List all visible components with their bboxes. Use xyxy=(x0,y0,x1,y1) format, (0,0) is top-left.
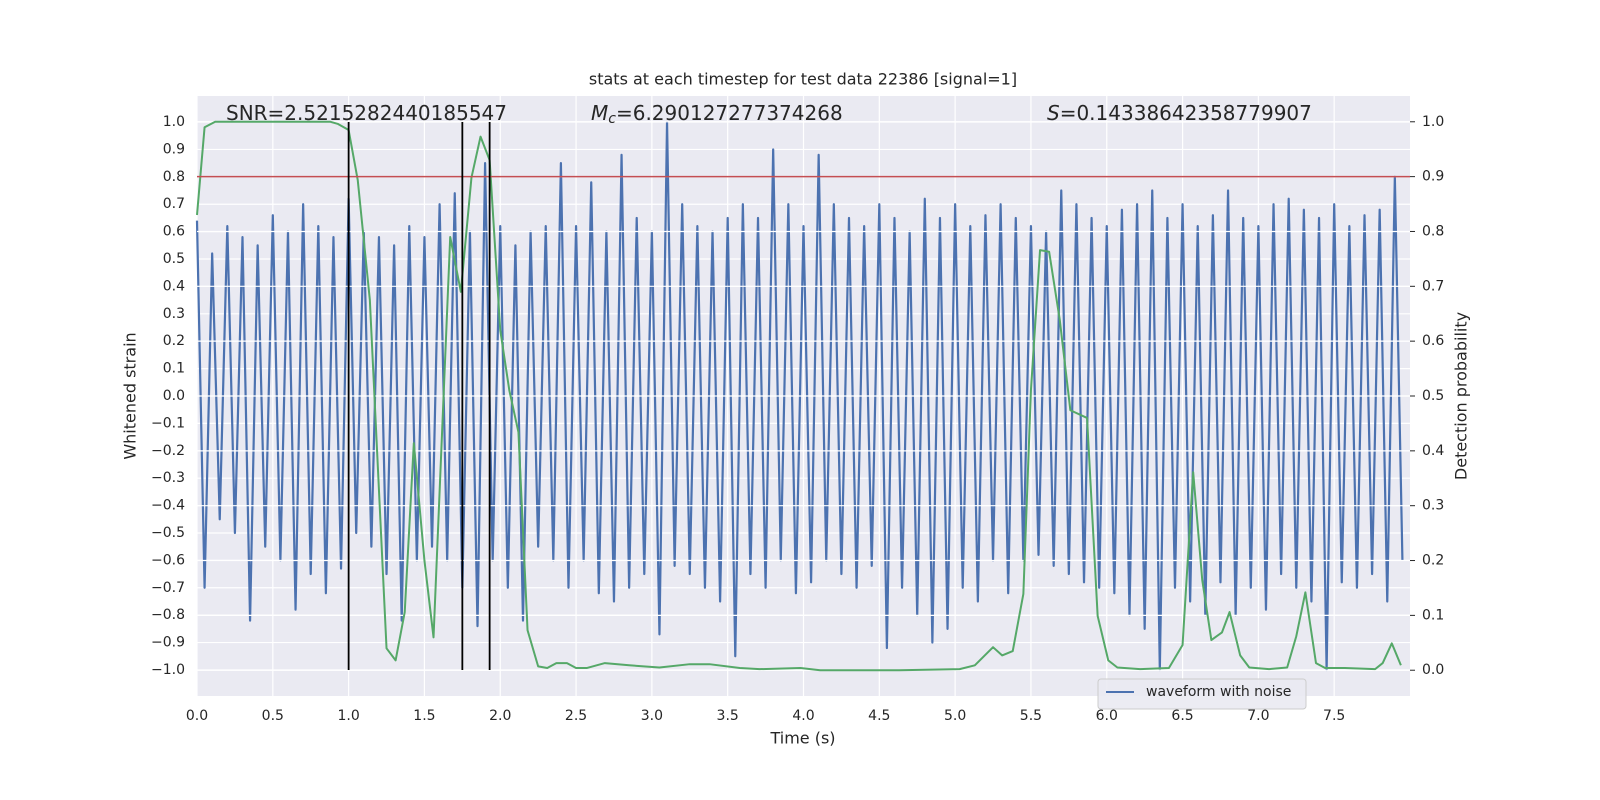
y2-tick-label: 0.6 xyxy=(1422,333,1444,349)
y2-tick-label: 0.5 xyxy=(1422,388,1444,404)
x-tick-label: 2.0 xyxy=(489,708,511,724)
y2-tick-label: 0.0 xyxy=(1422,662,1444,678)
x-tick-label: 0.5 xyxy=(262,708,284,724)
y-tick-label: −1.0 xyxy=(151,662,185,678)
y-tick-label: 0.6 xyxy=(163,224,185,240)
waveform-layer xyxy=(195,120,1404,672)
annotation: S=0.14338642358779907 xyxy=(1047,101,1312,125)
y-tick-label: −0.6 xyxy=(151,552,185,568)
y2-tick-label: 1.0 xyxy=(1422,114,1444,130)
y-tick-label: 0.5 xyxy=(163,251,185,267)
x-tick-label: 7.5 xyxy=(1323,708,1345,724)
x-tick-label: 6.5 xyxy=(1171,708,1193,724)
x-tick-label: 1.5 xyxy=(413,708,435,724)
y-tick-label: 0.4 xyxy=(163,278,185,294)
y-tick-label: 0.7 xyxy=(163,196,185,212)
legend-box xyxy=(1097,678,1307,710)
waveform-line xyxy=(195,120,1404,672)
y-tick-label: 0.0 xyxy=(163,388,185,404)
y-tick-label: 0.1 xyxy=(163,361,185,377)
y-tick-label: −0.5 xyxy=(151,525,185,541)
y-tick-label: −0.7 xyxy=(151,580,185,596)
y-axis-label: Whitened strain xyxy=(121,332,140,459)
x-tick-label: 5.0 xyxy=(944,708,966,724)
probability-line xyxy=(196,120,1402,672)
x-tick-label: 7.0 xyxy=(1247,708,1269,724)
annotation-symbol: S xyxy=(1047,101,1060,125)
y2-axis-label: Detection probability xyxy=(1452,312,1471,480)
x-tick-label: 0.0 xyxy=(186,708,208,724)
y2-tick-label: 0.4 xyxy=(1422,443,1444,459)
x-tick-label: 4.0 xyxy=(792,708,814,724)
y-tick-label: 0.8 xyxy=(163,169,185,185)
y2-tick-label: 0.9 xyxy=(1422,169,1444,185)
x-tick-label: 5.5 xyxy=(1020,708,1042,724)
y2-tick-label: 0.8 xyxy=(1422,223,1444,239)
y-tick-label: −0.8 xyxy=(151,607,185,623)
annotation: Mc=6.290127277374268 xyxy=(591,101,843,128)
annotation-text: SNR=2.5215282440185547 xyxy=(226,101,507,125)
y2-tick-label: 0.3 xyxy=(1422,498,1444,514)
annotation-subscript: c xyxy=(608,111,616,127)
y-tick-label: 1.0 xyxy=(163,114,185,130)
y-tick-label: −0.1 xyxy=(151,415,185,431)
x-tick-label: 3.0 xyxy=(641,708,663,724)
annotation-text: =6.290127277374268 xyxy=(616,101,843,125)
annotation-symbol: M xyxy=(591,101,608,125)
x-tick-label: 2.5 xyxy=(565,708,587,724)
labels: 0.0 0.5 1.0 1.5 2.0 2.5 3.0 3.5 4.0 4.5 5.0 5.5 6.0 6… xyxy=(151,101,1444,725)
y2-tick-label: 0.7 xyxy=(1422,278,1444,294)
legend-label: waveform with noise xyxy=(1146,684,1291,700)
y-tick-label: −0.2 xyxy=(151,443,185,459)
y-tick-label: 0.2 xyxy=(163,333,185,349)
y-tick-label: −0.4 xyxy=(151,498,185,514)
annotation-text: =0.14338642358779907 xyxy=(1060,101,1312,125)
annotation: SNR=2.5215282440185547 xyxy=(226,101,507,125)
x-tick-label: 4.5 xyxy=(868,708,890,724)
y2-tick-label: 0.1 xyxy=(1422,607,1444,623)
x-tick-label: 3.5 xyxy=(717,708,739,724)
y2-tick-label: 0.2 xyxy=(1422,553,1444,569)
x-tick-label: 6.0 xyxy=(1096,708,1118,724)
x-axis-label: Time (s) xyxy=(769,729,835,748)
y-tick-label: −0.9 xyxy=(151,635,185,651)
y-tick-label: 0.9 xyxy=(163,141,185,157)
probability-layer xyxy=(196,120,1402,672)
x-tick-label: 1.0 xyxy=(337,708,359,724)
overlays: waveform with noise xyxy=(197,122,1410,710)
chart-title: stats at each timestep for test data 223… xyxy=(589,70,1017,89)
y-tick-label: −0.3 xyxy=(151,470,185,486)
legend: waveform with noise xyxy=(1097,678,1307,710)
y-tick-label: 0.3 xyxy=(163,306,185,322)
